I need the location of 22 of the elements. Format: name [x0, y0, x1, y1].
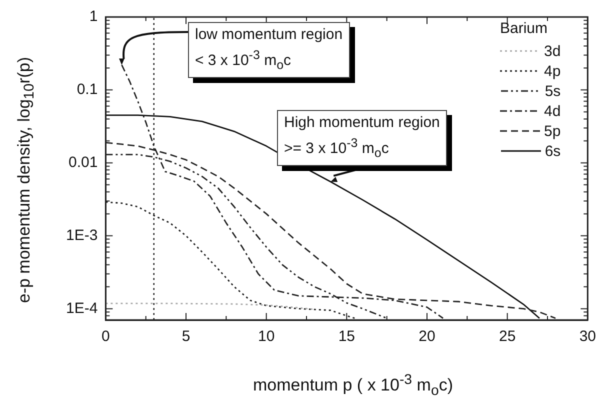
x-tick-label: 20: [418, 328, 436, 346]
y-tick-label: 1E-3: [66, 226, 98, 244]
x-tick-label: 10: [258, 328, 275, 346]
x-tick-label: 30: [579, 328, 596, 346]
y-tick-label: 0.01: [68, 154, 98, 171]
legend-title: Barium: [500, 20, 549, 37]
legend-label: 5p: [544, 122, 561, 140]
annotation: low momentum region < 3 x 10$^{-3}$ m$_{o}$c: [188, 22, 350, 78]
x-tick-label: 25: [498, 328, 516, 346]
y-tick-label: 1: [89, 8, 98, 26]
x-tick-label: 15: [338, 328, 356, 346]
legend-label: 4d: [544, 102, 561, 120]
legend-label: 3d: [544, 42, 561, 60]
x-tick-label: 5: [182, 328, 190, 346]
legend-label: 6s: [544, 142, 561, 160]
legend-label: 4p: [544, 62, 561, 80]
x-tick-label: 0: [102, 328, 110, 346]
y-tick-label: 1E-4: [66, 300, 98, 317]
legend-label: 5s: [544, 82, 561, 100]
x-axis-title: momentum p ( x 10$^{-3}$ m$_{o}$c): [253, 372, 453, 400]
annotation: High momentum region >= 3 x 10$^{-3}$ m$_{o}$c: [277, 110, 447, 166]
y-tick-label: 0.1: [76, 81, 98, 98]
